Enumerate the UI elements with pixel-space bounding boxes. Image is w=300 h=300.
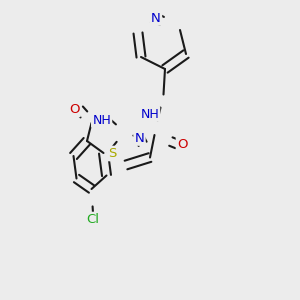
Text: N: N (135, 131, 144, 145)
Text: S: S (108, 147, 117, 160)
Text: Cl: Cl (86, 213, 100, 226)
Text: N: N (151, 11, 161, 25)
Text: NH: NH (92, 113, 111, 127)
Text: NH: NH (140, 107, 159, 121)
Text: O: O (177, 137, 188, 151)
Text: O: O (69, 103, 80, 116)
